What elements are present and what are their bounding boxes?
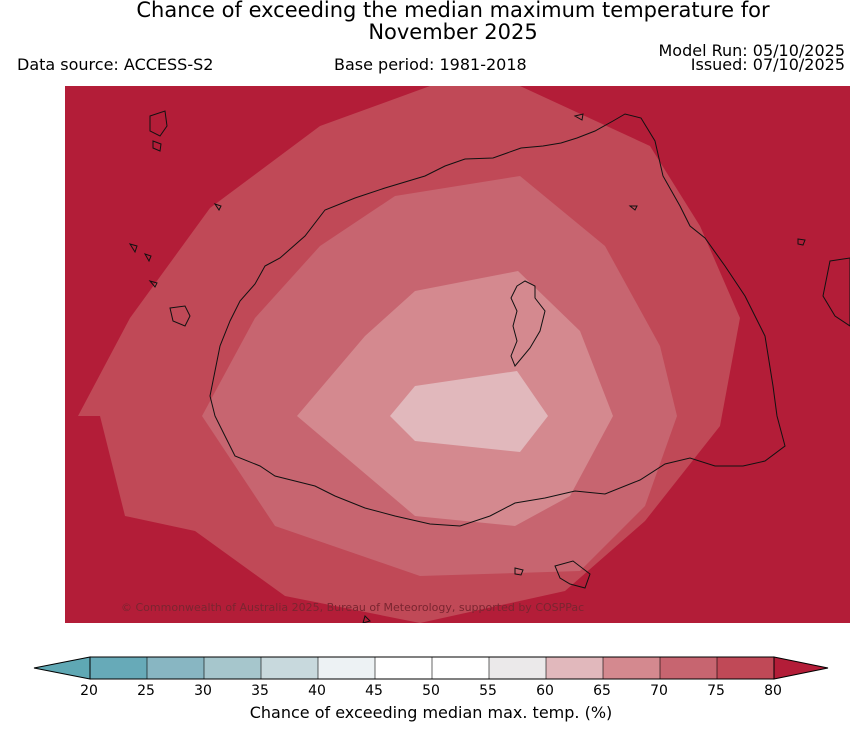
colorbar-tick: 30	[194, 683, 212, 699]
colorbar-tick: 40	[308, 683, 326, 699]
colorbar-tick: 80	[764, 683, 782, 699]
colorbar-tick: 35	[251, 683, 269, 699]
colorbar-40-45	[318, 657, 375, 679]
colorbar-tick: 55	[479, 683, 497, 699]
model-run-label: Model Run: 05/10/2025	[658, 41, 846, 60]
colorbar-tick: 45	[365, 683, 383, 699]
colorbar-frame	[89, 656, 775, 680]
probability-map	[65, 86, 850, 623]
coastline-inner-island	[510, 280, 546, 367]
colorbar	[33, 656, 829, 680]
coastline-small-islands	[128, 110, 850, 623]
data-source-label: Data source: ACCESS-S2	[17, 55, 214, 74]
colorbar-above-80-arrow	[773, 656, 829, 680]
colorbar-tick: 20	[80, 683, 98, 699]
map-title-line-1: Chance of exceeding the median maximum t…	[136, 0, 770, 22]
colorbar-tick: 50	[422, 683, 440, 699]
coastline-main-island	[209, 113, 786, 527]
colorbar-tick: 65	[593, 683, 611, 699]
colorbar-tick-labels: 20 25 30 35 40 45 50 55 60 65 70 75 80	[0, 683, 862, 703]
issued-label: Issued: 07/10/2025	[690, 55, 845, 74]
colorbar-20-25	[90, 657, 147, 679]
colorbar-60-65	[546, 657, 603, 679]
colorbar-30-35	[204, 657, 261, 679]
colorbar-tick: 25	[137, 683, 155, 699]
colorbar-below-20-arrow	[33, 656, 91, 680]
coastline	[128, 110, 850, 623]
colorbar-75-80	[717, 657, 774, 679]
colorbar-50-55	[432, 657, 489, 679]
colorbar-70-75	[660, 657, 717, 679]
colorbar-label: Chance of exceeding median max. temp. (%…	[249, 703, 613, 722]
colorbar-65-70	[603, 657, 660, 679]
colorbar-35-40	[261, 657, 318, 679]
colorbar-55-60	[489, 657, 546, 679]
colorbar-tick: 70	[650, 683, 668, 699]
colorbar-tick: 75	[707, 683, 725, 699]
colorbar-25-30	[147, 657, 204, 679]
colorbar-45-50	[375, 657, 432, 679]
colorbar-tick: 60	[536, 683, 554, 699]
map-title-line-2: November 2025	[368, 20, 538, 44]
band-60-65	[390, 371, 548, 452]
copyright-notice: © Commonwealth of Australia 2025, Bureau…	[121, 601, 585, 614]
base-period-label: Base period: 1981-2018	[334, 55, 527, 74]
